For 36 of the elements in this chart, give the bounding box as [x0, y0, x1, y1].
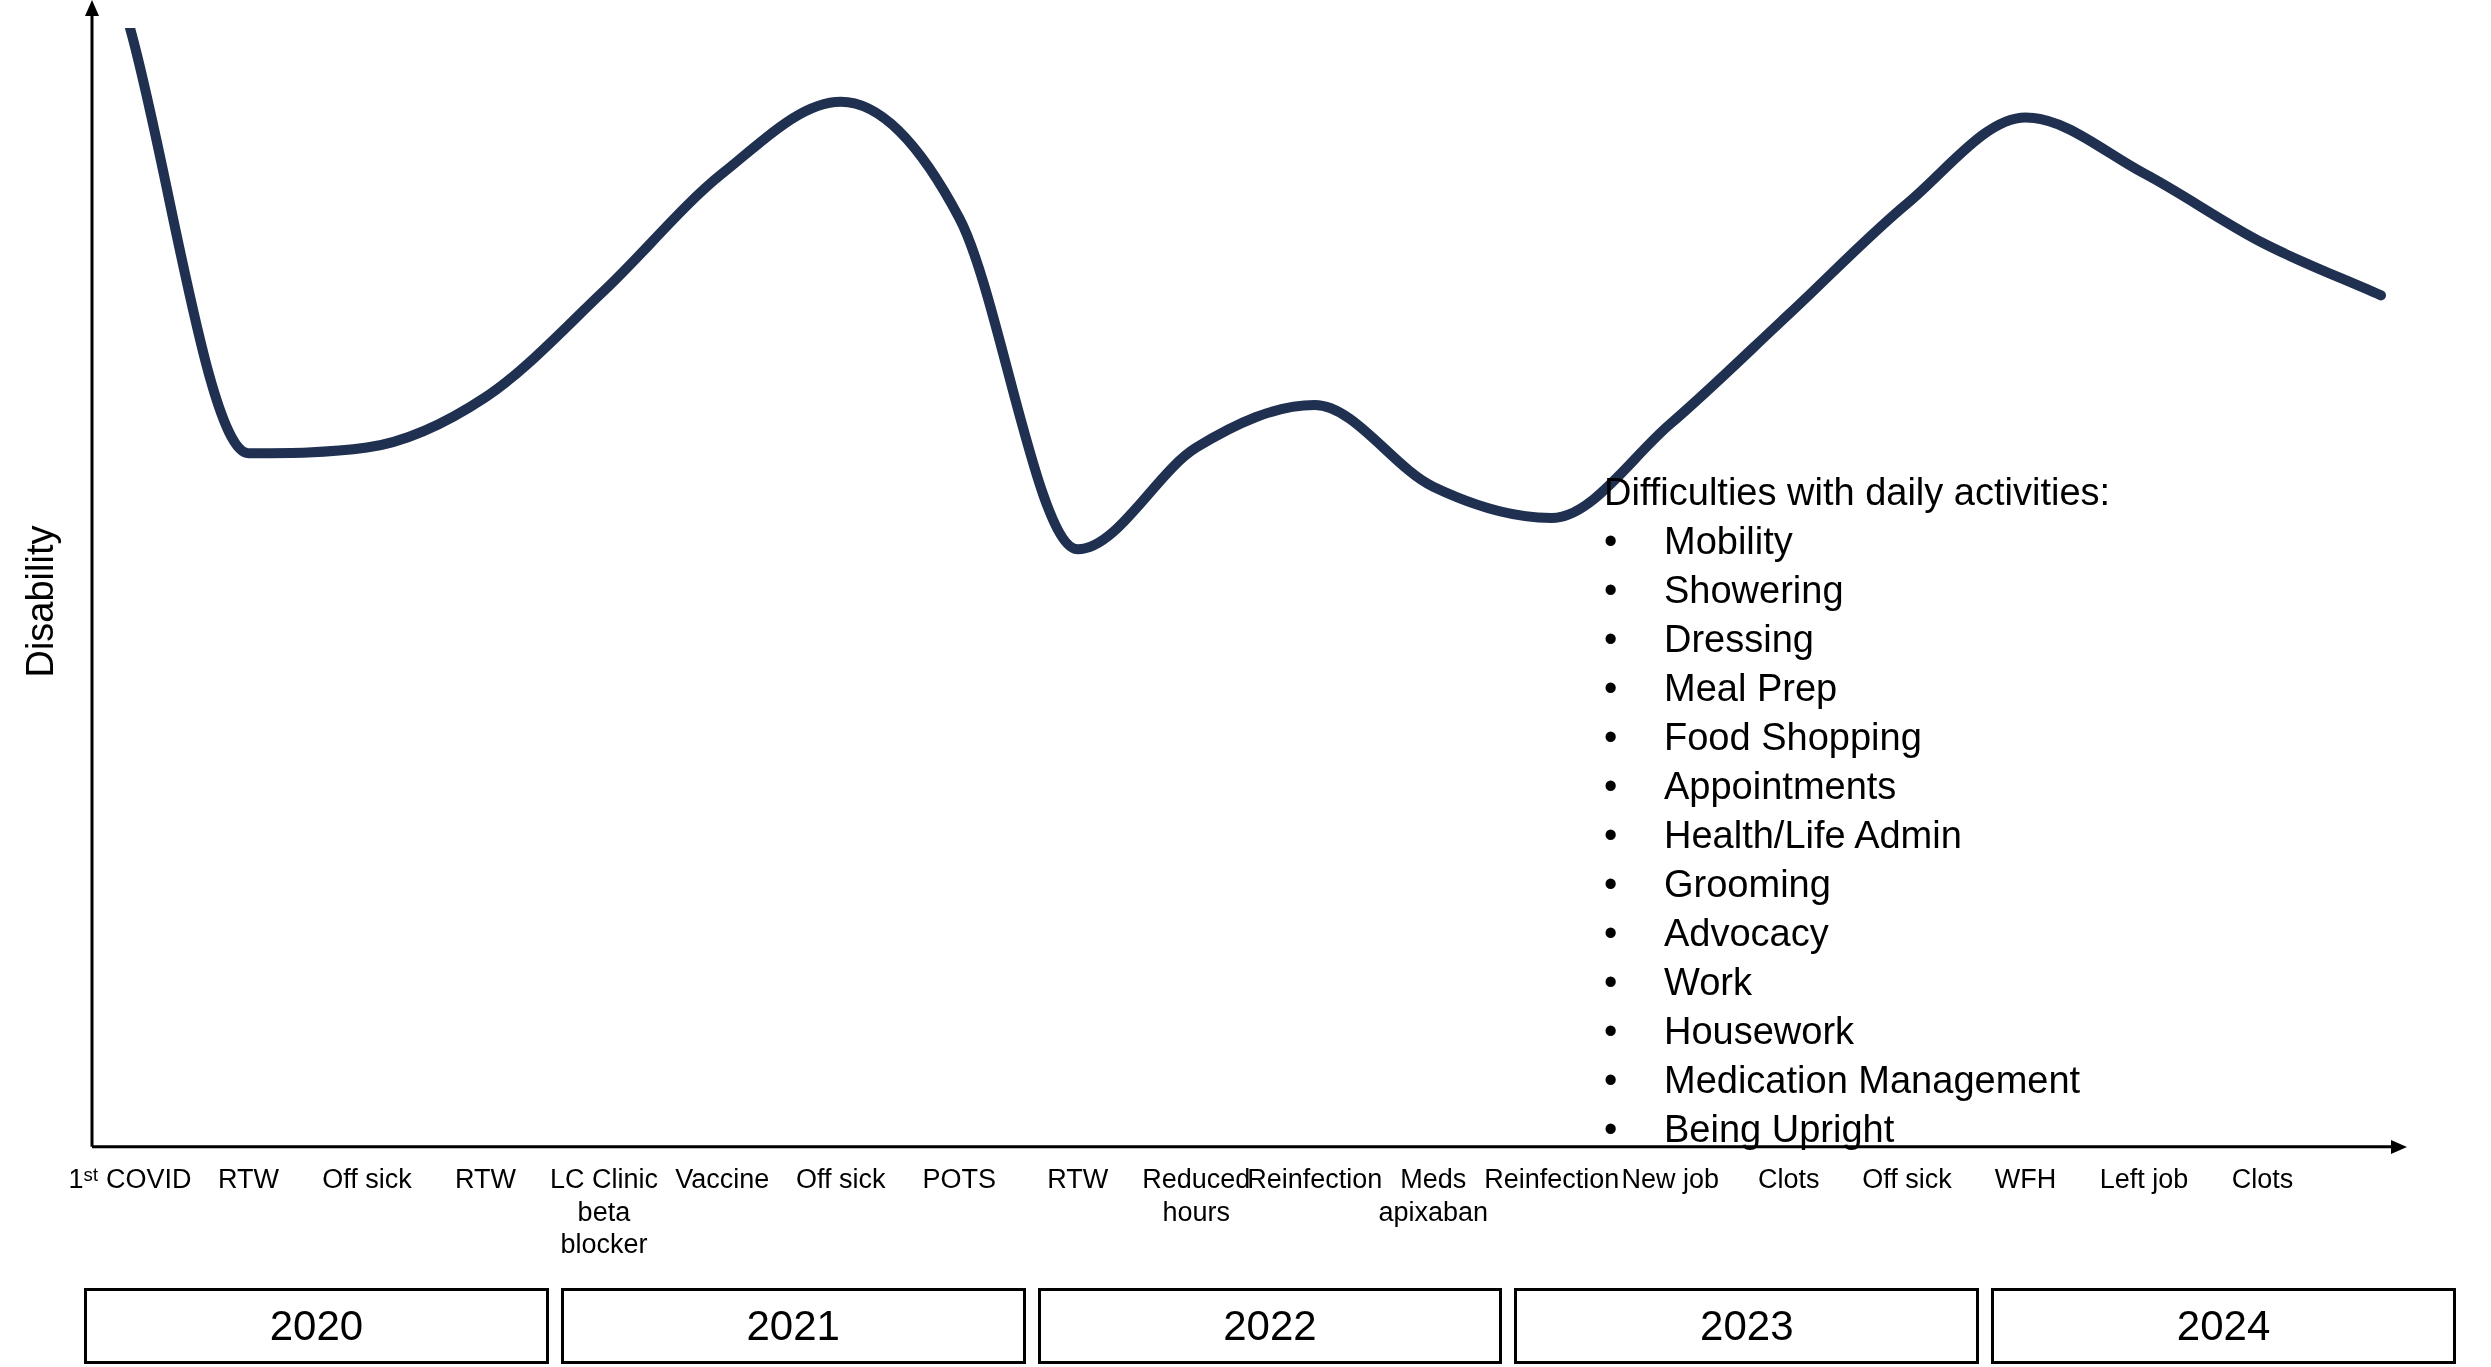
x-tick-label: New job — [1621, 1164, 1719, 1195]
text: 2022 — [1037, 1288, 1503, 1364]
text: • Showering — [1604, 569, 1844, 611]
x-tick-label: Left job — [2099, 1164, 2189, 1195]
x-tick-label: Off sick — [322, 1164, 413, 1195]
text: • Housework — [1604, 1010, 1855, 1052]
x-tick-label: Reinfection — [1484, 1164, 1620, 1195]
x-tick-label: Off sick — [796, 1164, 887, 1195]
text: • Advocacy — [1604, 912, 1829, 954]
x-tick-label: WFH — [1994, 1164, 2057, 1195]
text: • Medication Management — [1604, 1059, 2081, 1101]
x-tick-label: Clots — [1757, 1164, 1820, 1195]
x-tick-label: RTW — [217, 1164, 280, 1195]
x-tick-label: Clots — [2231, 1164, 2294, 1195]
text: • Meal Prep — [1604, 667, 1838, 709]
text: • Work — [1604, 961, 1752, 1003]
x-tick-label: POTS — [922, 1164, 997, 1195]
text: • Mobility — [1604, 520, 1793, 562]
x-tick-label: Vaccine — [675, 1164, 770, 1195]
x-tick-label: Off sick — [1862, 1164, 1953, 1195]
text: • Being Upright — [1604, 1108, 1895, 1150]
annotation: Difficulties with daily activities: — [1604, 470, 2111, 515]
text: • Health/Life Admin — [1604, 814, 1962, 856]
text: 2023 — [1514, 1288, 1980, 1364]
text: • Food Shopping — [1604, 716, 1922, 758]
x-tick-label: RTW — [454, 1164, 517, 1195]
text: 2020 — [84, 1288, 549, 1364]
x-tick-label: LC Clinic beta blocker — [549, 1164, 658, 1260]
text: • Dressing — [1604, 618, 1814, 660]
text: 2024 — [1991, 1288, 2456, 1364]
y-axis-title: Disability — [18, 524, 62, 680]
x-tick-label: RTW — [1047, 1164, 1109, 1195]
text: 2021 — [560, 1288, 1026, 1364]
x-tick-label: 1ˢᵗ COVID — [68, 1164, 192, 1195]
text: • Appointments — [1604, 765, 1897, 807]
text: • Grooming — [1604, 863, 1831, 905]
